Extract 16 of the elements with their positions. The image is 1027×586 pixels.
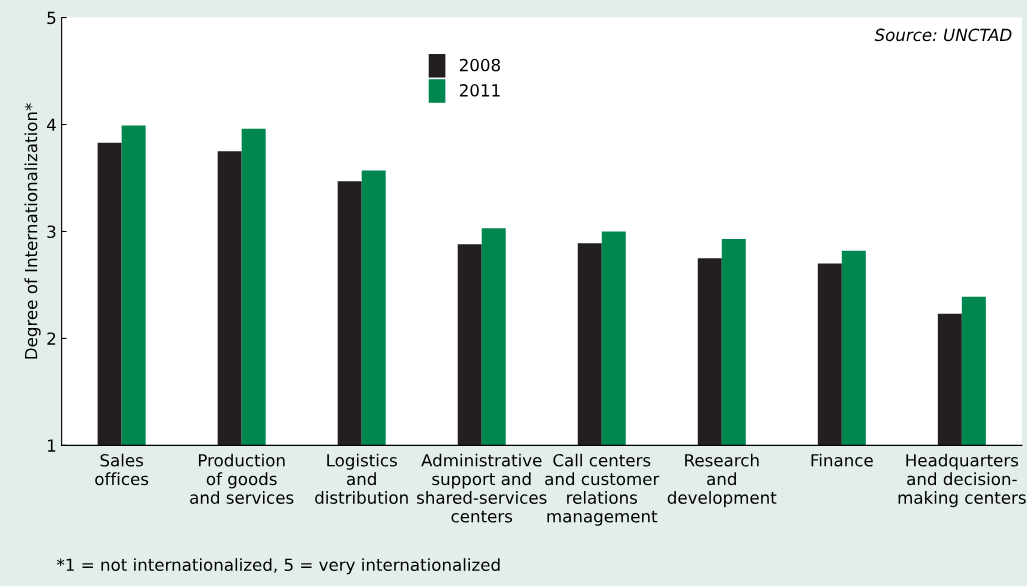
x-tick-label: Sales offices bbox=[95, 453, 149, 486]
y-tick-label: 3 bbox=[47, 225, 56, 239]
x-tick-label: Research and development bbox=[667, 453, 777, 508]
y-tick-label: 1 bbox=[47, 439, 56, 452]
y-axis-title: Degree of Internationalization* bbox=[24, 103, 41, 359]
y-tick-label: 2 bbox=[47, 332, 56, 345]
text: *1 = not internationalized, 5 = very internationalized bbox=[56, 558, 500, 575]
x-tick-label: Production of goods and services bbox=[190, 453, 294, 504]
annotation: Source: UNCTAD bbox=[874, 28, 1012, 42]
y-tick-label: 4 bbox=[46, 118, 56, 131]
x-tick-label: Headquarters and decision- making centers bbox=[898, 453, 1026, 508]
legend-label: 2008 bbox=[459, 58, 500, 72]
legend-label: 2011 bbox=[459, 84, 500, 97]
x-tick-label: Finance bbox=[811, 453, 873, 467]
y-tick-label: 5 bbox=[47, 11, 56, 25]
x-tick-label: Logistics and distribution bbox=[315, 453, 408, 504]
